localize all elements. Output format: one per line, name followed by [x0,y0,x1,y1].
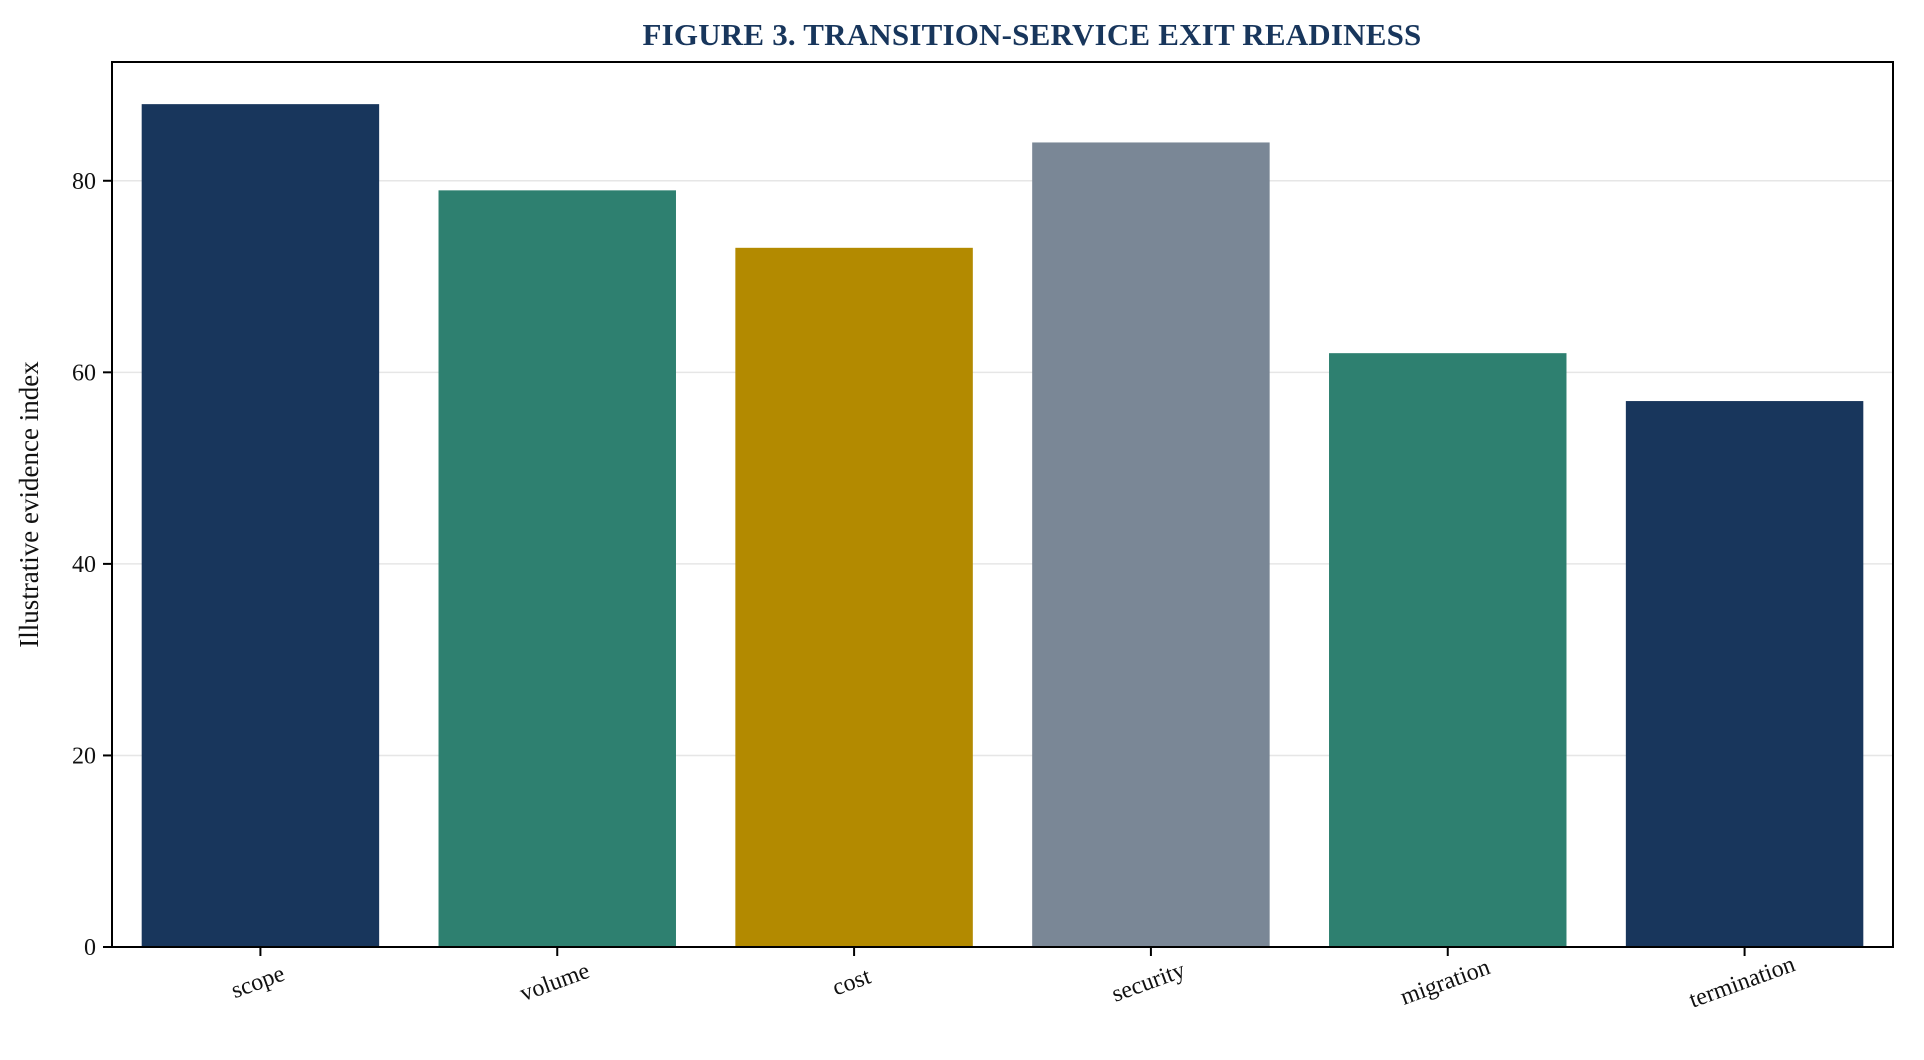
y-tick-label: 40 [72,552,96,578]
x-tick-label-termination: termination [1686,951,1799,1013]
x-axis: scope volume cost security migration terminat… [228,947,1799,1014]
gridlines [112,180,1893,757]
chart-title: FIGURE 3. TRANSITION-SERVICE EXIT READIN… [643,17,1422,52]
x-tick-label-cost: cost [829,963,875,1001]
plot-frame [111,61,1894,948]
x-tick-label-security: security [1108,957,1188,1007]
y-tick-label: 0 [84,935,96,961]
y-tick-label: 20 [72,743,96,769]
x-tick-label-scope: scope [228,961,288,1004]
bar-cost [735,247,973,947]
bar-security [1032,142,1270,948]
y-tick-label: 60 [72,360,96,386]
y-axis-label: Illustrative evidence index [14,361,44,648]
bars [141,104,1864,948]
y-tick-label: 80 [72,169,96,195]
bar-migration [1329,353,1567,947]
x-tick-label-migration: migration [1397,954,1494,1010]
bar-volume [438,190,676,947]
x-tick-label-volume: volume [517,958,594,1007]
bar-scope [141,104,380,947]
bar-termination [1625,401,1864,947]
y-axis: 0 20 40 60 80 [72,169,112,961]
